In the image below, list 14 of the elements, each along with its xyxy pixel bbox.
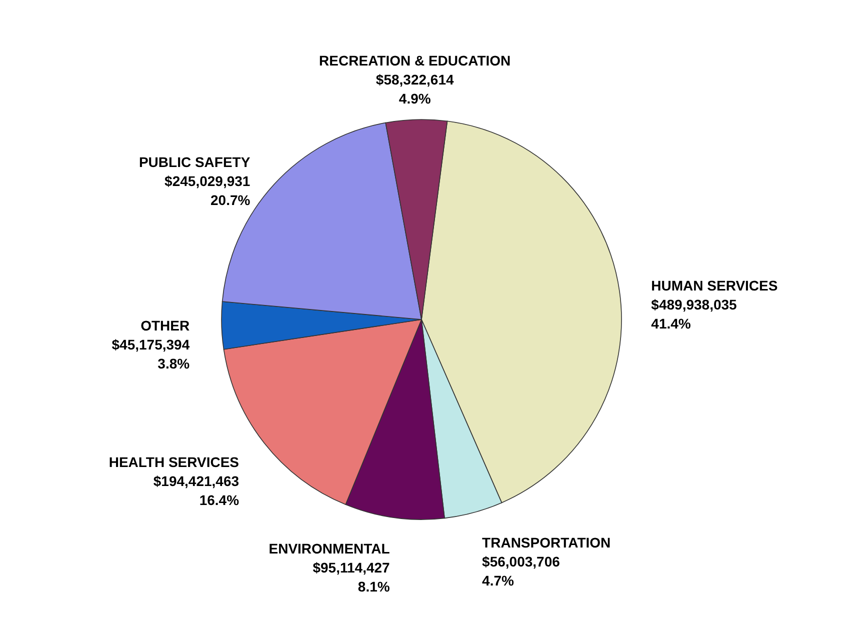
slice-label: ENVIRONMENTAL xyxy=(268,540,390,556)
slice-label: OTHER xyxy=(140,317,190,334)
data-label: $58,322,614 4.9% xyxy=(376,72,454,107)
data-label: $489,938,035 41.4% xyxy=(651,296,738,332)
slice-label: HUMAN SERVICES xyxy=(651,278,778,294)
data-label: $56,003,706 4.7% xyxy=(482,553,560,588)
slice-label: TRANSPORTATION xyxy=(482,534,611,550)
slice-label: PUBLIC SAFETY xyxy=(138,154,251,170)
slice-label: RECREATION & EDUCATION xyxy=(319,52,511,69)
data-label: $95,114,427 8.1% xyxy=(312,559,390,594)
slice-label: HEALTH SERVICES xyxy=(108,454,240,470)
data-label: $245,029,931 20.7% xyxy=(164,173,251,208)
data-label: $45,175,394 3.8% xyxy=(112,336,190,372)
data-label: $194,421,463 16.4% xyxy=(153,472,240,508)
